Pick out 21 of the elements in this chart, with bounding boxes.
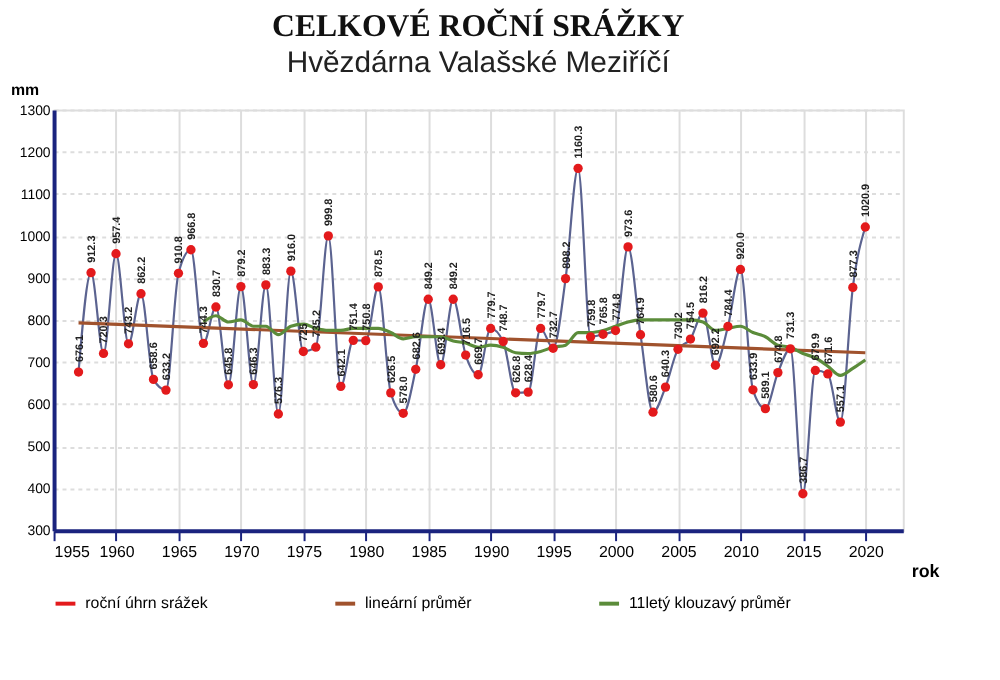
x-tick-label: 1965	[161, 543, 199, 562]
chart-title: CELKOVÉ ROČNÍ SRÁŽKY	[271, 8, 686, 45]
x-tick-label: 1970	[224, 543, 261, 562]
x-tick-label: 2020	[848, 543, 886, 562]
x-tick-label: 1975	[286, 543, 324, 562]
x-tick-label: 2005	[661, 543, 698, 562]
legend-label: roční úhrn srážek	[85, 593, 208, 612]
legend-label: lineární průměr	[365, 593, 473, 612]
x-tick-label: 1980	[349, 543, 386, 562]
x-tick-label: 1955	[54, 543, 91, 562]
legend-label: 11letý klouzavý průměr	[628, 593, 792, 612]
x-tick-label: 2010	[723, 543, 761, 562]
x-tick-label: 2000	[598, 543, 636, 562]
y-axis-title: mm	[10, 80, 40, 99]
x-tick-label: 1960	[99, 543, 136, 562]
x-axis-title: rok	[911, 560, 940, 581]
x-tick-label: 1995	[536, 543, 573, 562]
x-tick-label: 1990	[474, 543, 511, 562]
x-tick-label: 1985	[411, 543, 449, 562]
chart-subtitle: Hvězdárna Valašské Meziříčí	[286, 47, 672, 80]
x-tick-label: 2015	[786, 543, 823, 562]
